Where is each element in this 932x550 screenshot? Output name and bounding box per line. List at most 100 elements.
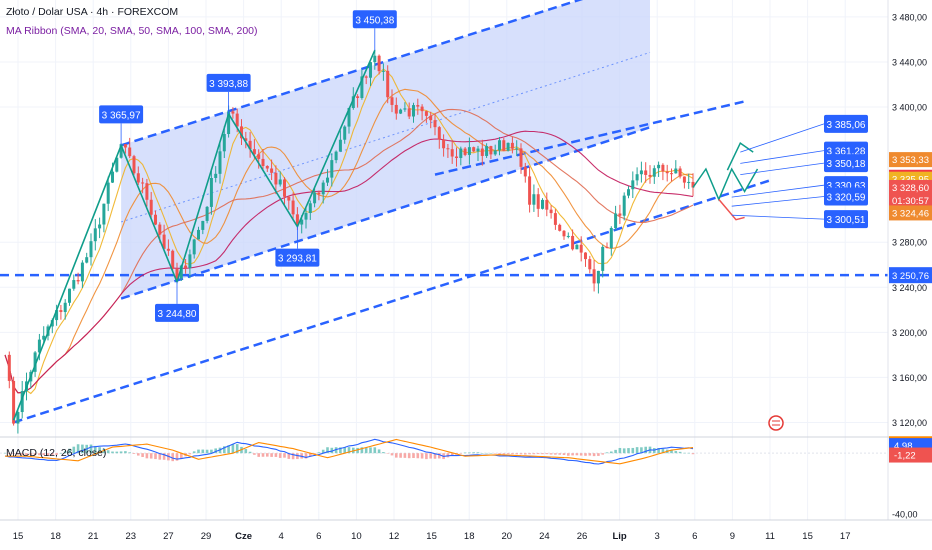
candle — [209, 168, 213, 215]
histogram-bar — [119, 451, 123, 454]
candle — [566, 232, 570, 239]
candle — [106, 176, 110, 212]
candle-body — [132, 156, 136, 174]
histogram-bar — [227, 445, 230, 454]
candle — [648, 165, 652, 184]
histogram-bar — [395, 453, 398, 458]
candle — [528, 166, 532, 213]
candle-body — [175, 268, 179, 279]
time-tick-label: 18 — [50, 531, 61, 542]
candle-body — [502, 140, 506, 151]
candle-body — [347, 108, 351, 127]
candle-body — [209, 177, 213, 207]
histogram-bar — [605, 452, 609, 454]
candle-body — [80, 262, 84, 282]
histogram-bar — [420, 453, 424, 459]
candle-body — [89, 241, 93, 258]
candle-body — [455, 156, 458, 158]
candle-body — [37, 339, 41, 353]
candle — [545, 192, 549, 217]
histogram-bar — [382, 452, 385, 454]
projection-label: 3 361,28 — [827, 147, 866, 158]
pivot-label: 3 393,88 — [209, 79, 248, 90]
candle — [506, 142, 510, 152]
time-tick-label: 15 — [13, 531, 24, 542]
histogram-bar — [554, 453, 557, 455]
histogram-bar — [188, 453, 192, 455]
histogram-bar — [253, 453, 256, 455]
projection-label: 3 385,06 — [827, 120, 866, 131]
candle — [240, 119, 243, 146]
candle-body — [283, 179, 286, 197]
candle — [665, 164, 669, 182]
candle-body — [377, 55, 381, 72]
pivot-label: 3 293,81 — [278, 254, 317, 265]
candle — [218, 142, 222, 184]
candle — [68, 288, 71, 306]
chart-title: Złoto / Dolar USA · 4h · FOREXCOM — [6, 6, 179, 18]
candle-body — [420, 106, 424, 112]
candle-body — [261, 158, 265, 166]
histogram-bar — [8, 453, 11, 454]
candle-body — [510, 142, 514, 149]
candle-body — [326, 177, 329, 183]
histogram-bar — [416, 453, 420, 459]
histogram-bar — [171, 453, 174, 462]
ma-ribbon-legend[interactable]: MA Ribbon (SMA, 20, SMA, 50, SMA, 100, S… — [6, 25, 258, 37]
candle — [132, 154, 136, 176]
histogram-bar — [601, 453, 604, 455]
candle-body — [480, 148, 484, 156]
candle — [394, 97, 398, 120]
histogram-bar — [657, 448, 660, 454]
candle — [541, 198, 544, 210]
candle-body — [648, 174, 652, 177]
candle-body — [119, 144, 123, 158]
histogram-bar — [81, 444, 84, 454]
pivot-label-box — [352, 10, 397, 29]
candle-body — [605, 246, 609, 249]
candle — [450, 141, 454, 164]
candle-body — [145, 183, 149, 200]
projection-label: 3 320,59 — [827, 192, 866, 203]
candle-body — [128, 147, 132, 157]
candle-body — [506, 142, 510, 151]
candle — [661, 163, 665, 181]
candle — [429, 111, 433, 129]
candle-body — [287, 196, 291, 201]
candle — [480, 139, 484, 166]
histogram-bar — [425, 453, 428, 460]
histogram-bar — [12, 453, 15, 454]
histogram-bar — [610, 451, 613, 454]
candle-body — [437, 127, 441, 140]
signal-line — [5, 438, 694, 465]
candle-body — [652, 168, 656, 177]
candle-body — [149, 199, 153, 215]
candle-body — [498, 140, 501, 151]
candle-body — [665, 171, 669, 174]
candle-body — [76, 280, 80, 282]
candle-body — [270, 168, 274, 173]
candle — [553, 209, 557, 230]
pivot-label: 3 365,97 — [102, 110, 141, 121]
candle — [80, 260, 84, 289]
candles — [7, 49, 695, 434]
candle — [558, 223, 562, 232]
histogram-bar — [631, 447, 635, 454]
candle — [472, 146, 476, 153]
candle-body — [635, 174, 639, 181]
candle — [270, 159, 274, 181]
histogram-bar — [197, 449, 200, 454]
price-badge-label: 3 324,46 — [892, 208, 929, 219]
candle-body — [549, 209, 553, 214]
histogram-bar — [257, 453, 260, 457]
candle — [596, 270, 600, 294]
candle-body — [317, 192, 321, 195]
candle — [601, 244, 605, 278]
candle-body — [72, 280, 76, 289]
macd-legend[interactable]: MACD (12, 26, close) — [6, 447, 107, 459]
histogram-bar — [72, 446, 76, 454]
candle-body — [184, 265, 188, 269]
histogram-bar — [541, 453, 544, 455]
sma-200-line — [4, 130, 694, 394]
